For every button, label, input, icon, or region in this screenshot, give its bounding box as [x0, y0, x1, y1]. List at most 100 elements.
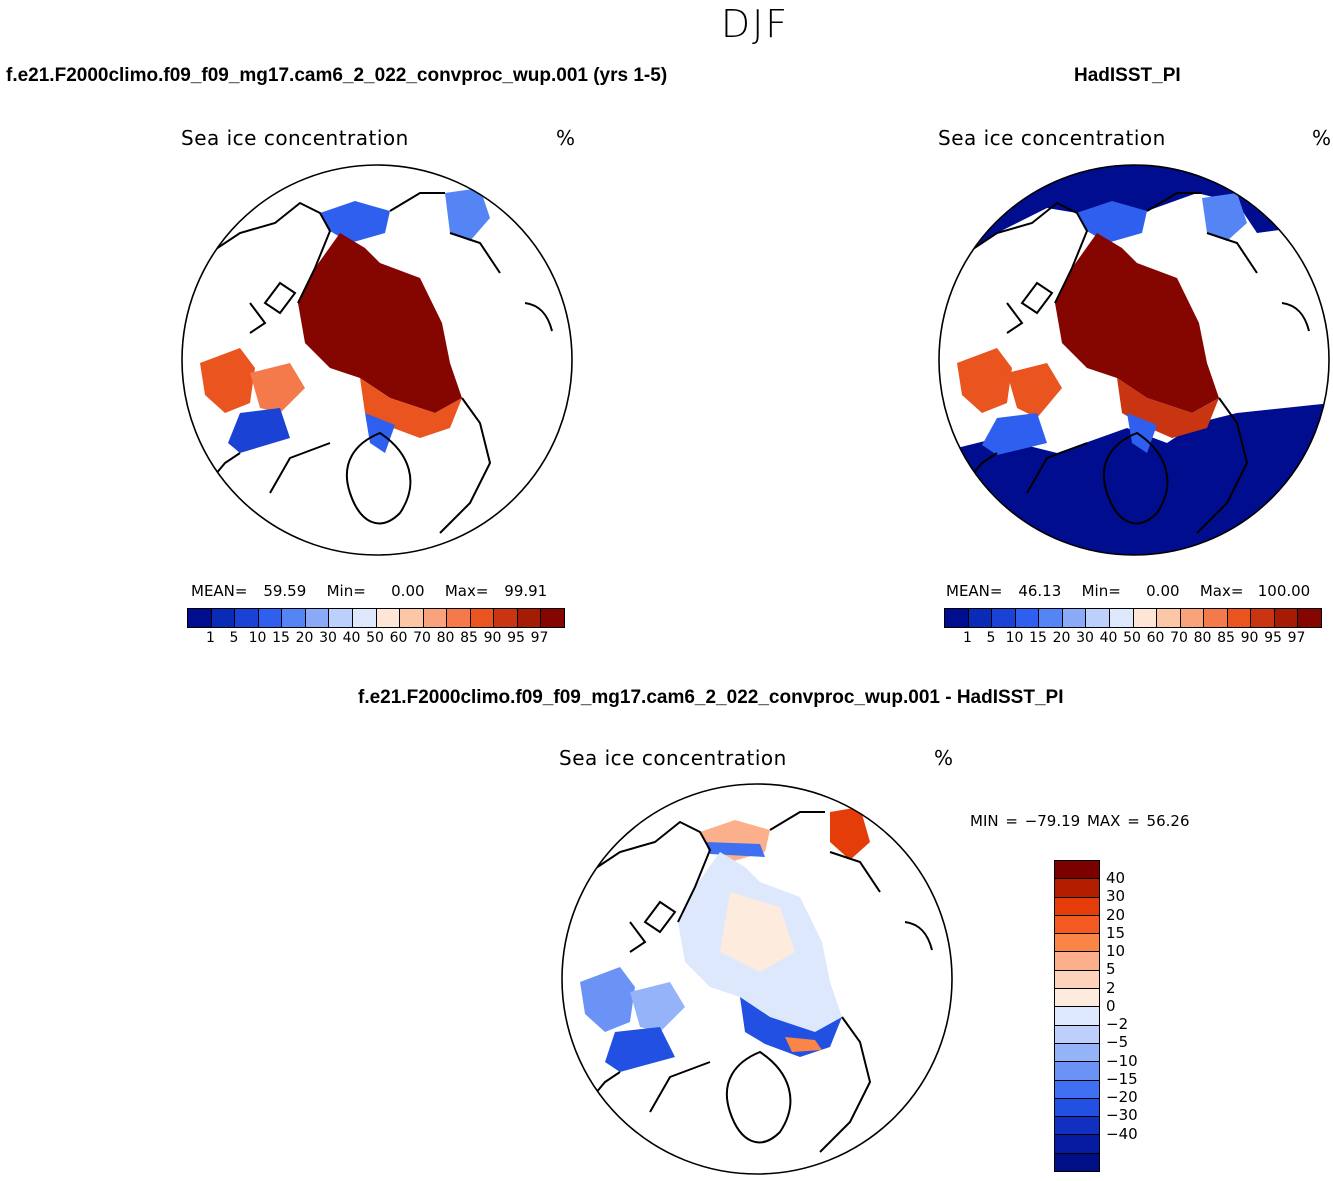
- diff-colorbar-swatch: [1055, 1117, 1099, 1136]
- obs-colorbar-swatch: [968, 609, 993, 627]
- diff-colorbar-swatch: [1055, 1153, 1099, 1172]
- diff-colorbar-swatch: [1055, 970, 1099, 990]
- obs-panel-title: HadISST_PI: [1074, 65, 1181, 86]
- obs-open-ocean-atlantic: [939, 403, 1329, 555]
- obs-min-value: 0.00: [1146, 582, 1180, 600]
- obs-colorbar: [944, 608, 1322, 628]
- model-units-label: %: [556, 126, 576, 150]
- season-title: DJF: [720, 2, 790, 46]
- obs-ice-bering: [1202, 193, 1247, 241]
- obs-mean-label: MEAN=: [946, 582, 1003, 600]
- model-stats: MEAN= 59.59 Min= 0.00 Max= 99.91: [191, 582, 547, 600]
- model-colorbar-tick: 50: [366, 630, 384, 646]
- obs-max-value: 100.00: [1257, 582, 1311, 600]
- obs-ice-central-arctic: [1055, 233, 1219, 413]
- model-colorbar-tick: 80: [436, 630, 455, 646]
- obs-colorbar-tick: 10: [1005, 630, 1024, 646]
- obs-colorbar-tick: 40: [1099, 630, 1118, 646]
- obs-colorbar-swatch: [1227, 609, 1252, 627]
- diff-stats: MIN = −79.19 MAX = 56.26: [970, 812, 1190, 830]
- diff-colorbar-swatch: [1055, 1080, 1099, 1099]
- diff-baffin: [630, 982, 685, 1032]
- model-colorbar-swatch: [423, 609, 448, 627]
- model-colorbar-tick: 20: [295, 630, 314, 646]
- diff-panel-title: f.e21.F2000climo.f09_f09_mg17.cam6_2_022…: [358, 687, 1064, 708]
- model-colorbar-tick: 85: [460, 630, 478, 646]
- diff-colorbar-tick: 5: [1106, 960, 1116, 979]
- model-max-label: Max=: [444, 582, 489, 600]
- model-colorbar-swatch: [541, 609, 564, 627]
- obs-min-label: Min=: [1081, 582, 1121, 600]
- diff-colorbar: [1054, 860, 1100, 1172]
- diff-colorbar-tick: 0: [1106, 996, 1116, 1015]
- model-ice-hudson: [200, 348, 255, 413]
- diff-colorbar-swatch: [1055, 879, 1099, 898]
- model-colorbar-tick: 1: [206, 630, 215, 646]
- model-colorbar-swatch: [517, 609, 542, 627]
- model-colorbar-tick: 15: [272, 630, 290, 646]
- model-colorbar-swatch: [447, 609, 471, 627]
- obs-colorbar-swatch: [1157, 609, 1181, 627]
- model-colorbar-tick: 5: [229, 630, 239, 646]
- model-colorbar-swatch: [305, 609, 330, 627]
- diff-colorbar-swatch: [1055, 915, 1099, 935]
- obs-colorbar-swatch: [1039, 609, 1063, 627]
- model-colorbar-tick: 10: [248, 630, 267, 646]
- model-colorbar-tick: 70: [413, 630, 431, 646]
- model-colorbar: [187, 608, 565, 628]
- obs-ice-labrador: [982, 413, 1047, 455]
- diff-colorbar-swatch: [1055, 1135, 1099, 1154]
- obs-colorbar-tick: 95: [1264, 630, 1282, 646]
- diff-colorbar-tick: −5: [1106, 1033, 1129, 1052]
- diff-colorbar-swatch: [1055, 1007, 1099, 1026]
- diff-variable-label: Sea ice concentration: [559, 746, 787, 770]
- model-colorbar-swatch: [282, 609, 306, 627]
- obs-colorbar-tick: 70: [1170, 630, 1188, 646]
- model-colorbar-swatch: [188, 609, 212, 627]
- diff-units-label: %: [934, 746, 954, 770]
- obs-colorbar-tick: 90: [1240, 630, 1259, 646]
- obs-colorbar-tick: 20: [1052, 630, 1071, 646]
- diff-colorbar-tick: 15: [1106, 923, 1126, 942]
- diff-colorbar-swatch: [1055, 1062, 1099, 1081]
- obs-colorbar-swatch: [945, 609, 969, 627]
- obs-ice-okhotsk: [1077, 201, 1147, 243]
- diff-colorbar-swatch: [1055, 952, 1099, 971]
- obs-colorbar-swatch: [1274, 609, 1299, 627]
- diff-bering: [830, 807, 870, 860]
- model-colorbar-tick: 90: [483, 630, 502, 646]
- obs-colorbar-swatch: [1015, 609, 1040, 627]
- model-panel-title: f.e21.F2000climo.f09_f09_mg17.cam6_2_022…: [6, 65, 668, 86]
- diff-central-arctic-warm: [720, 892, 795, 972]
- diff-colorbar-swatch: [1055, 1098, 1099, 1118]
- obs-colorbar-tick: 97: [1287, 630, 1306, 646]
- obs-colorbar-tick: 30: [1076, 630, 1094, 646]
- model-ice-central-arctic: [298, 233, 462, 413]
- model-mean-label: MEAN=: [191, 582, 248, 600]
- obs-colorbar-swatch: [1133, 609, 1158, 627]
- model-polar-map: [181, 164, 573, 556]
- obs-colorbar-tick: 85: [1217, 630, 1235, 646]
- obs-colorbar-swatch: [1109, 609, 1134, 627]
- obs-stats: MEAN= 46.13 Min= 0.00 Max= 100.00: [946, 582, 1310, 600]
- model-colorbar-swatch: [211, 609, 236, 627]
- diff-polar-map: [561, 783, 953, 1175]
- model-colorbar-swatch: [258, 609, 283, 627]
- diff-colorbar-swatch: [1055, 1043, 1099, 1063]
- obs-colorbar-swatch: [1298, 609, 1321, 627]
- diff-colorbar-tick: −15: [1106, 1069, 1138, 1088]
- diff-hudson: [580, 967, 635, 1032]
- obs-colorbar-swatch: [1086, 609, 1110, 627]
- model-colorbar-tick: 95: [507, 630, 525, 646]
- model-colorbar-tick: 40: [342, 630, 361, 646]
- diff-colorbar-tick: 30: [1106, 887, 1126, 906]
- model-colorbar-swatch: [329, 609, 353, 627]
- obs-colorbar-swatch: [1204, 609, 1228, 627]
- obs-ice-hudson: [957, 348, 1012, 413]
- diff-colorbar-swatch: [1055, 861, 1099, 880]
- diff-colorbar-tick: 40: [1106, 869, 1126, 888]
- diff-colorbar-tick: 2: [1106, 978, 1116, 997]
- diff-colorbar-swatch: [1055, 1025, 1099, 1044]
- diff-colorbar-swatch: [1055, 934, 1099, 953]
- obs-colorbar-swatch: [1062, 609, 1087, 627]
